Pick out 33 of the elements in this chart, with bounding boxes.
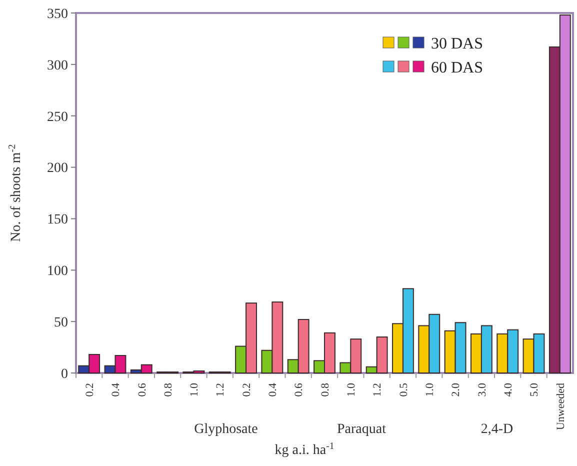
x-tick-label: 3.0 [476, 382, 488, 397]
y-tick-label: 150 [47, 212, 68, 228]
x-tick-label: 0.2 [240, 383, 253, 397]
x-tick-label: 0.6 [136, 382, 148, 397]
text: 2,4-D [480, 422, 514, 437]
x-tick-label: 0.8 [162, 382, 174, 397]
x-tick-label: 1.0 [188, 382, 201, 397]
x-tick-label: 5.0 [528, 382, 541, 397]
x-tick-label: 1.2 [214, 383, 227, 397]
x-tick-label: 2.0 [450, 382, 462, 397]
x-tick-label: 1.0 [346, 382, 358, 397]
x-tick-label: 0.6 [293, 382, 306, 397]
legend-label: 30 DAS [431, 36, 484, 53]
x-axis-title: kg a.i. ha$^{-1}$ [274, 440, 334, 458]
x-tick-label: 1.0 [424, 382, 436, 397]
y-tick-label: 0 [61, 366, 68, 382]
x-tick-label: 0.4 [267, 382, 280, 397]
x-tick-label: 0.2 [84, 383, 96, 397]
legend-label: 60 DAS [431, 60, 484, 77]
y-tick-label: 100 [47, 264, 68, 280]
text: Glyphosate [194, 422, 258, 437]
x-tick-label: 0.8 [319, 382, 332, 397]
y-tick-label: 250 [47, 110, 68, 125]
x-tick-label: Unweeded [554, 382, 567, 430]
y-tick-label: 300 [47, 58, 68, 74]
y-tick-label: 200 [47, 161, 68, 176]
text: Paraquat [337, 422, 386, 437]
x-tick-label: 0.4 [110, 382, 122, 397]
x-tick-label: 0.5 [398, 382, 410, 397]
x-tick-label: 4.0 [502, 382, 514, 397]
y-tick-label: 50 [54, 315, 68, 330]
x-tick-label: 1.2 [372, 383, 384, 397]
y-tick-label: 350 [47, 6, 68, 22]
